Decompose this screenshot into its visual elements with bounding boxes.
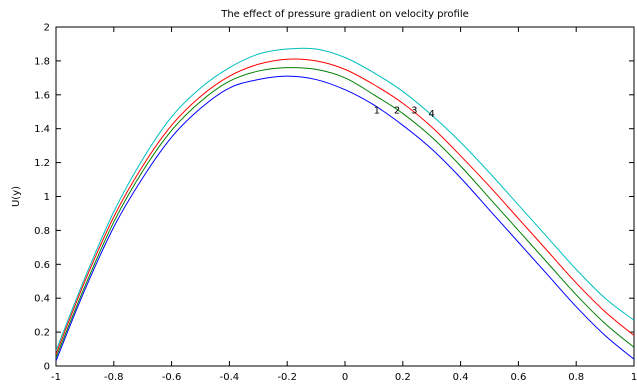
x-tick-label: -0.6 — [162, 372, 182, 383]
x-tick-label: 0.6 — [510, 372, 526, 383]
y-tick-label: 0.2 — [34, 328, 50, 339]
x-tick-label: 0.4 — [453, 372, 469, 383]
curve-label-3: 3 — [411, 106, 417, 117]
series-line-2 — [55, 67, 635, 358]
y-tick-label: 0.4 — [34, 294, 50, 305]
axis-ticks — [55, 26, 635, 367]
y-tick-label: 1.8 — [34, 56, 50, 67]
y-tick-label: 1.6 — [34, 90, 50, 101]
y-tick-label: 1 — [44, 192, 50, 203]
y-tick-label: 0.6 — [34, 260, 50, 271]
y-tick-label: 0.8 — [34, 226, 50, 237]
series-line-3 — [55, 58, 635, 355]
series-lines — [55, 47, 635, 362]
curve-label-4: 4 — [429, 109, 435, 120]
x-tick-label: -1 — [51, 372, 61, 383]
y-tick-label: 1.2 — [34, 158, 50, 169]
y-axis-label: U(y) — [11, 186, 22, 207]
series-line-4 — [55, 47, 635, 351]
y-axis-tick-labels: 0 0.2 0.4 0.6 0.8 1 1.2 1.4 1.6 1.8 2 — [34, 23, 50, 373]
y-tick-label: 1.4 — [34, 124, 50, 135]
x-tick-label: 0 — [342, 372, 348, 383]
y-tick-label: 2 — [44, 23, 50, 34]
curve-label-1: 1 — [374, 106, 380, 117]
y-tick-label: 0 — [44, 362, 50, 373]
x-tick-label: 1 — [631, 372, 637, 383]
x-tick-label: -0.2 — [277, 372, 297, 383]
x-tick-label: 0.8 — [568, 372, 584, 383]
x-tick-label: -0.4 — [220, 372, 240, 383]
curve-label-2: 2 — [394, 106, 400, 117]
series-line-1 — [55, 75, 635, 362]
chart-title: The effect of pressure gradient on veloc… — [220, 9, 469, 20]
x-axis-tick-labels: -1 -0.8 -0.6 -0.4 -0.2 0 0.2 0.4 0.6 0.8 1 — [51, 372, 637, 383]
x-tick-label: -0.8 — [104, 372, 124, 383]
x-tick-label: 0.2 — [395, 372, 411, 383]
